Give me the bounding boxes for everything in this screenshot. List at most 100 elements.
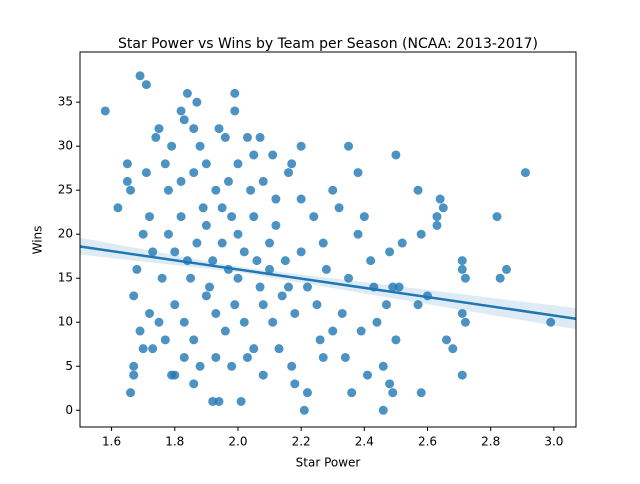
point — [126, 185, 136, 195]
point — [432, 212, 442, 222]
point — [397, 238, 407, 248]
point — [208, 256, 218, 266]
point — [388, 388, 398, 398]
point — [138, 344, 148, 354]
point — [239, 317, 249, 327]
point — [179, 115, 189, 125]
point — [195, 361, 205, 371]
point — [211, 185, 221, 195]
point — [192, 97, 202, 107]
point — [258, 300, 268, 310]
point — [258, 370, 268, 380]
point — [271, 194, 281, 204]
point — [353, 168, 363, 178]
point — [236, 396, 246, 406]
point — [388, 282, 398, 292]
point — [337, 308, 347, 318]
point — [157, 273, 167, 283]
point — [189, 168, 199, 178]
point — [457, 308, 467, 318]
point — [520, 168, 530, 178]
axes-frame — [79, 51, 577, 428]
point — [432, 220, 442, 230]
point — [366, 256, 376, 266]
point — [460, 273, 470, 283]
point — [198, 203, 208, 213]
x-tick-label: 2.6 — [418, 435, 437, 449]
point — [214, 396, 224, 406]
point — [296, 194, 306, 204]
point — [340, 352, 350, 362]
point — [186, 273, 196, 283]
point — [129, 370, 139, 380]
point — [328, 326, 338, 336]
point — [258, 176, 268, 186]
point — [460, 317, 470, 327]
point — [135, 71, 145, 81]
point — [385, 379, 395, 389]
point — [274, 344, 284, 354]
x-tick-label: 1.6 — [102, 435, 121, 449]
point — [170, 247, 180, 257]
y-tick-label: 0 — [65, 403, 73, 417]
point — [223, 176, 233, 186]
point — [167, 141, 177, 151]
point — [189, 379, 199, 389]
point — [141, 80, 151, 90]
point — [176, 176, 186, 186]
point — [299, 405, 309, 415]
point — [192, 238, 202, 248]
point — [385, 247, 395, 257]
point — [495, 273, 505, 283]
x-tick-label: 2.0 — [228, 435, 247, 449]
regression-line — [80, 245, 576, 320]
point — [309, 212, 319, 222]
point — [249, 150, 259, 160]
point — [122, 159, 132, 169]
point — [217, 238, 227, 248]
point — [347, 388, 357, 398]
y-tick-label: 20 — [58, 227, 73, 241]
point — [246, 185, 256, 195]
point — [208, 396, 218, 406]
point — [249, 344, 259, 354]
point — [176, 106, 186, 116]
point — [132, 264, 142, 274]
point — [457, 256, 467, 266]
point — [296, 247, 306, 257]
point — [182, 88, 192, 98]
point — [189, 335, 199, 345]
point — [287, 159, 297, 169]
x-tick-label: 2.4 — [355, 435, 374, 449]
point — [284, 168, 294, 178]
y-tick-label: 10 — [58, 315, 73, 329]
point — [160, 159, 170, 169]
x-tick-label: 3.0 — [544, 435, 563, 449]
point — [141, 168, 151, 178]
point — [287, 361, 297, 371]
point — [394, 282, 404, 292]
point — [239, 247, 249, 257]
point — [321, 264, 331, 274]
point — [129, 291, 139, 301]
point — [230, 300, 240, 310]
point — [413, 185, 423, 195]
point — [122, 176, 132, 186]
point — [492, 212, 502, 222]
point — [242, 132, 252, 142]
point — [145, 308, 155, 318]
point — [378, 405, 388, 415]
point — [391, 335, 401, 345]
y-tick-label: 15 — [58, 271, 73, 285]
y-tick-label: 5 — [65, 359, 73, 373]
point — [359, 212, 369, 222]
point — [457, 370, 467, 380]
point — [277, 291, 287, 301]
point — [170, 300, 180, 310]
point — [148, 247, 158, 257]
point — [179, 317, 189, 327]
point — [189, 124, 199, 134]
point — [233, 273, 243, 283]
y-tick-label: 25 — [58, 183, 73, 197]
